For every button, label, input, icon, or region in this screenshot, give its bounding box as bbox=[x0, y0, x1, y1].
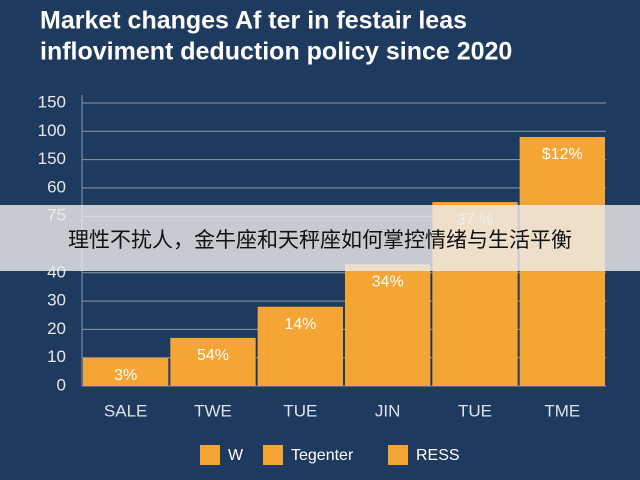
bar-label: 54% bbox=[197, 347, 229, 364]
overlay-caption: 理性不扰人，金牛座和天秤座如何掌控情绪与生活平衡 bbox=[68, 228, 572, 252]
caption-band bbox=[0, 205, 640, 271]
legend-label: W bbox=[228, 447, 244, 464]
y-tick-label: 30 bbox=[47, 291, 66, 310]
bar bbox=[170, 337, 256, 386]
y-tick-label: 150 bbox=[38, 92, 66, 111]
bar-label: 14% bbox=[284, 316, 316, 333]
bar-label: $12% bbox=[542, 146, 583, 163]
bar-label: 34% bbox=[372, 274, 404, 291]
chart-title: Market changes Af ter in festair leas bbox=[40, 7, 467, 35]
x-tick-label: SALE bbox=[104, 401, 147, 420]
y-tick-label: 60 bbox=[47, 177, 66, 196]
x-tick-label: TUE bbox=[283, 401, 317, 420]
bar bbox=[83, 357, 169, 386]
y-tick-label: 150 bbox=[38, 149, 66, 168]
chart-title: infloviment deduction policy since 2020 bbox=[40, 38, 512, 66]
bar-label: 3% bbox=[114, 367, 137, 384]
y-tick-label: 20 bbox=[47, 319, 66, 338]
y-tick-label: 100 bbox=[38, 121, 66, 140]
x-tick-label: TUE bbox=[458, 401, 492, 420]
legend-swatch bbox=[200, 445, 220, 465]
legend-swatch bbox=[263, 445, 283, 465]
bar bbox=[345, 264, 431, 386]
x-tick-label: JIN bbox=[375, 401, 401, 420]
x-tick-label: TWE bbox=[194, 401, 232, 420]
bar bbox=[257, 306, 343, 386]
legend-swatch bbox=[388, 445, 408, 465]
y-tick-label: 10 bbox=[47, 347, 66, 366]
x-tick-label: TME bbox=[544, 401, 580, 420]
legend-label: Tegenter bbox=[291, 447, 354, 464]
y-tick-label: 0 bbox=[57, 375, 66, 394]
legend-label: RESS bbox=[416, 447, 460, 464]
